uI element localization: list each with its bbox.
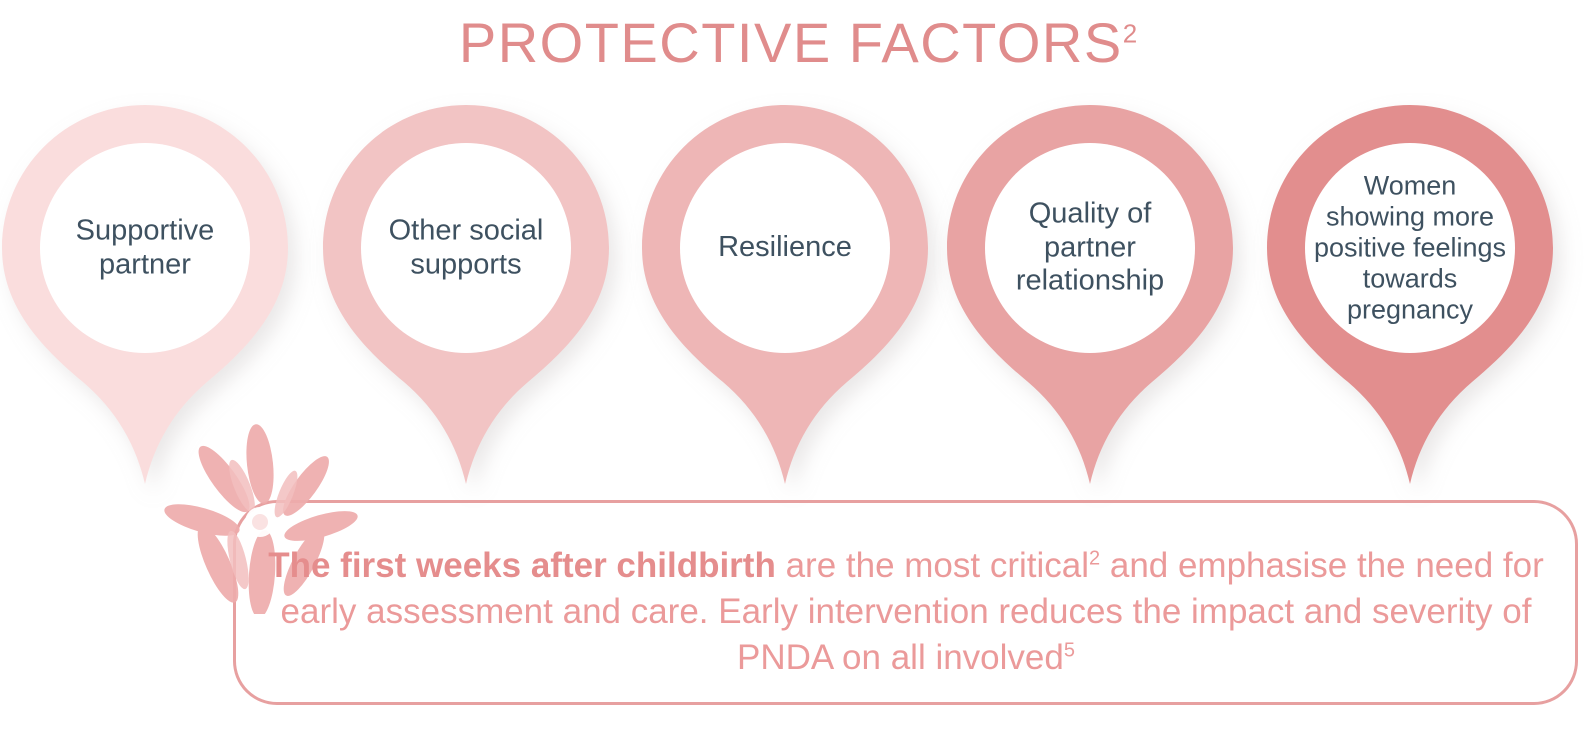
pin-resilience[interactable]: Resilience (637, 100, 933, 490)
flower-icon (164, 424, 358, 614)
page-title-text: PROTECTIVE FACTORS (458, 11, 1123, 74)
map-pin-icon (323, 105, 609, 484)
page-title: PROTECTIVE FACTORS2 (0, 11, 1596, 74)
callout-body-1: are the most critical (775, 546, 1089, 585)
map-pin-icon (1267, 105, 1553, 484)
map-pin-icon (947, 105, 1233, 484)
map-pin-icon (2, 105, 288, 484)
map-pin-icon (642, 105, 928, 484)
callout-bold-lead: The first weeks after childbirth (268, 546, 776, 585)
pin-other-social-supports[interactable]: Other social supports (318, 100, 614, 490)
pin-quality-of-partner-relationship[interactable]: Quality of partner relationship (942, 100, 1238, 490)
callout-text: The first weeks after childbirth are the… (246, 543, 1566, 682)
callout-superscript-2: 5 (1063, 639, 1075, 662)
page-title-superscript: 2 (1122, 18, 1138, 49)
callout-superscript-1: 2 (1089, 547, 1101, 570)
pin-women-positive-feelings[interactable]: Women showing more positive feelings tow… (1262, 100, 1558, 490)
callout-body-2: and emphasise the need for early assessm… (280, 546, 1544, 678)
